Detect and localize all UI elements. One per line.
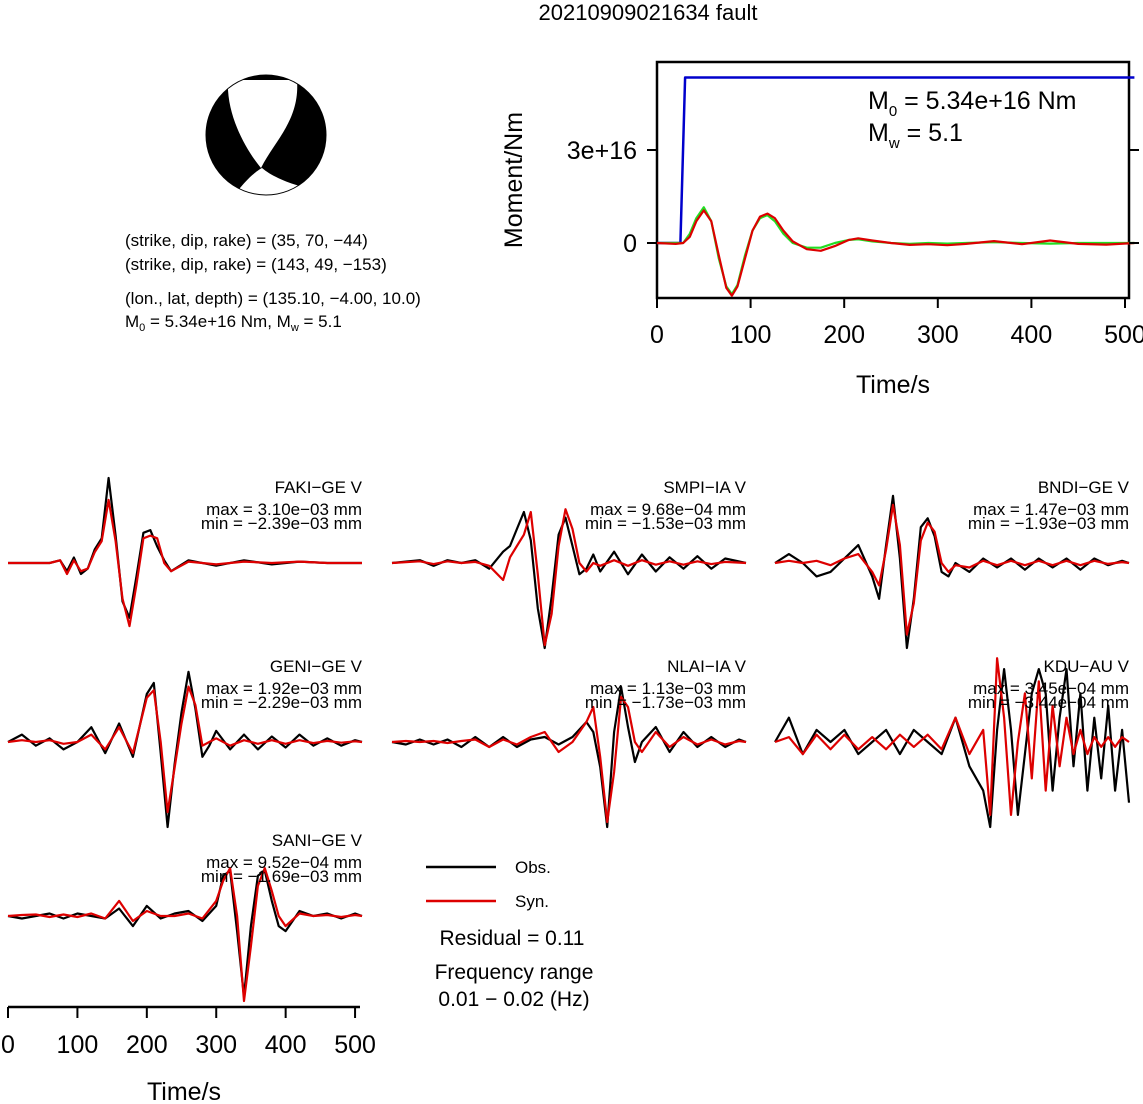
trace-syn [391, 695, 747, 824]
station-max: max = 1.13e−03 mm [590, 679, 746, 698]
legend: Obs. Syn. Residual = 0.11 Frequency rang… [426, 858, 593, 1011]
station-name: FAKI−GE V [275, 478, 363, 497]
station-min: min = −1.53e−03 mm [585, 514, 746, 533]
moment-series-2 [656, 209, 1135, 297]
waveform-xtick-label-400: 400 [265, 1031, 307, 1059]
waveform-xtick-label-200: 200 [126, 1031, 168, 1059]
moment-xtick-label-0: 0 [650, 321, 664, 349]
residual-label: Residual = 0.11 [440, 927, 585, 950]
moment-xtick-label-100: 100 [730, 321, 772, 349]
mechanism-line-3: (lon., lat, depth) = (135.10, −4.00, 10.… [125, 289, 421, 308]
frequency-range-value: 0.01 − 0.02 (Hz) [438, 988, 589, 1011]
trace-syn [774, 503, 1130, 636]
beachball [205, 74, 327, 196]
moment-series-1 [657, 206, 1135, 296]
legend-syn-label: Syn. [515, 892, 549, 911]
mechanism-line-4: M0 = 5.34e+16 Nm, Mw = 5.1 [125, 312, 342, 334]
moment-plot-frame [655, 60, 1131, 300]
moment-xtick-label-200: 200 [823, 321, 865, 349]
waveform-xtick-label-100: 100 [57, 1031, 99, 1059]
station-min: min = −2.29e−03 mm [201, 693, 362, 712]
moment-series-group [656, 76, 1135, 297]
frequency-range-title: Frequency range [435, 961, 594, 984]
station-max: max = 3.45e−04 mm [973, 679, 1129, 698]
waveform-xlabel: Time/s [147, 1078, 221, 1104]
mechanism-line-1: (strike, dip, rake) = (35, 70, −44) [125, 231, 368, 250]
mechanism-info: (strike, dip, rake) = (35, 70, −44) (str… [125, 231, 421, 334]
station-max: max = 1.47e−03 mm [973, 500, 1129, 519]
waveform-axis-ticks: 0 100 200 300 400 500 [1, 1007, 376, 1059]
station-min: min = −3.44e−04 mm [968, 693, 1129, 712]
legend-obs-label: Obs. [515, 858, 551, 877]
trace-obs [774, 667, 1131, 829]
moment-ticks: 0 100 200 300 400 500 0 3e+16 [567, 137, 1143, 349]
station-name: GENI−GE V [270, 657, 363, 676]
moment-ytick-label-0: 0 [623, 230, 637, 258]
trace-syn [7, 685, 363, 814]
trace-obs [391, 685, 747, 829]
trace-syn [8, 498, 362, 628]
station-min: min = −1.93e−03 mm [968, 514, 1129, 533]
moment-mw-annotation: Mw = 5.1 [868, 119, 963, 152]
station-name: SMPI−IA V [663, 478, 746, 497]
station-max: max = 3.10e−03 mm [206, 500, 362, 519]
waveform-xtick-label-300: 300 [195, 1031, 237, 1059]
station-min: min = −2.39e−03 mm [201, 514, 362, 533]
trace-syn [774, 657, 1130, 817]
waveform-time-axis: 0 100 200 300 400 500 Time/s [1, 1005, 376, 1104]
station-name: BNDI−GE V [1038, 478, 1130, 497]
waveform-xtick-label-0: 0 [1, 1031, 15, 1059]
station-name: NLAI−IA V [667, 657, 747, 676]
station-max: max = 9.68e−04 mm [590, 500, 746, 519]
waveform-xtick-label-500: 500 [334, 1031, 376, 1059]
mechanism-line-2: (strike, dip, rake) = (143, 49, −153) [125, 255, 387, 274]
moment-xtick-label-300: 300 [917, 321, 959, 349]
trace-obs [8, 476, 362, 619]
station-name: KDU−AU V [1044, 657, 1130, 676]
moment-xlabel: Time/s [856, 371, 930, 399]
station-min: min = −1.73e−03 mm [585, 693, 746, 712]
figure-title: 20210909021634 fault [539, 0, 758, 25]
moment-m0-annotation: M0 = 5.34e+16 Nm [868, 87, 1076, 120]
trace-syn [7, 867, 363, 1003]
moment-xtick-label-400: 400 [1011, 321, 1053, 349]
station-max: max = 9.52e−04 mm [206, 853, 362, 872]
moment-xtick-label-500: 500 [1104, 321, 1143, 349]
trace-syn [391, 508, 747, 647]
moment-ylabel: Moment/Nm [500, 112, 528, 248]
station-name: SANI−GE V [272, 831, 363, 850]
moment-ytick-label-1: 3e+16 [567, 137, 637, 165]
station-max: max = 1.92e−03 mm [206, 679, 362, 698]
trace-obs [7, 869, 363, 998]
station-min: min = −1.69e−03 mm [201, 867, 362, 886]
